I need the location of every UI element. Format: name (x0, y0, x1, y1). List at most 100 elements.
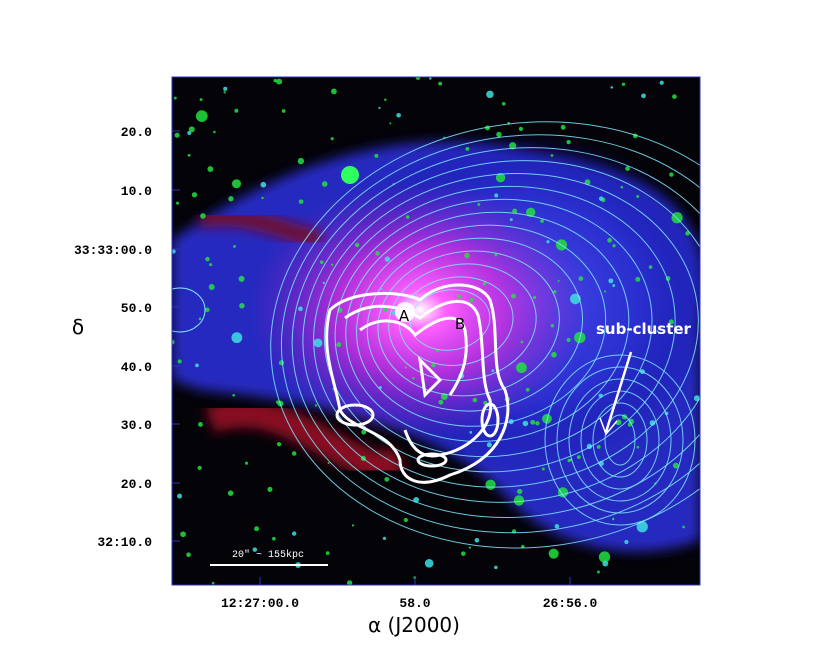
star (298, 199, 304, 204)
star (207, 166, 214, 172)
star (231, 332, 243, 344)
star (276, 442, 282, 447)
star (172, 249, 176, 254)
star (615, 419, 622, 426)
star (682, 525, 685, 529)
star (530, 419, 536, 425)
label-a: A (399, 307, 410, 325)
star (641, 93, 646, 99)
cyan-contour (409, 289, 491, 351)
cyan-contour (313, 173, 699, 488)
star (374, 153, 379, 158)
star (272, 536, 276, 541)
star (546, 240, 550, 244)
star (566, 337, 571, 343)
star (384, 476, 390, 482)
star (396, 112, 401, 118)
star (424, 558, 434, 568)
star (627, 422, 632, 427)
star (188, 126, 195, 133)
x-tick-label: 58.0 (399, 596, 430, 611)
star (602, 560, 609, 567)
star (612, 284, 616, 287)
star (486, 90, 494, 99)
cyan-contour (556, 366, 684, 514)
star (636, 521, 648, 533)
star (209, 263, 213, 267)
star (197, 465, 202, 470)
star (535, 421, 540, 426)
star (281, 109, 286, 113)
star (517, 488, 523, 495)
star (336, 342, 342, 348)
y-tick-label: 40.0 (121, 360, 152, 375)
star (208, 284, 215, 291)
star (610, 86, 613, 89)
star (319, 260, 324, 264)
star (298, 306, 303, 312)
star (261, 196, 264, 200)
star (297, 157, 305, 165)
star (213, 130, 216, 134)
star (596, 570, 600, 574)
star (200, 213, 206, 219)
cyan-contour (398, 276, 514, 366)
star (429, 77, 432, 80)
star (496, 131, 502, 138)
star (566, 139, 571, 145)
star (625, 166, 630, 171)
star (331, 88, 337, 95)
star (472, 397, 478, 403)
star (273, 78, 278, 83)
star (671, 212, 683, 224)
star (509, 218, 513, 222)
star (621, 82, 626, 86)
star (474, 538, 480, 543)
star (199, 98, 203, 102)
star (550, 154, 554, 157)
star (205, 256, 210, 262)
star (612, 518, 615, 521)
star (461, 551, 466, 556)
star (553, 290, 557, 294)
star (672, 462, 679, 469)
star (612, 244, 616, 248)
star (322, 281, 325, 285)
star (554, 524, 560, 529)
star (522, 420, 529, 427)
star (656, 330, 659, 333)
cyan-contour (388, 263, 537, 382)
star (541, 467, 545, 471)
star (233, 244, 236, 248)
star (173, 96, 177, 100)
star (520, 340, 524, 344)
star (596, 444, 601, 449)
star (516, 362, 527, 374)
y-axis-label: δ (72, 315, 84, 339)
star (620, 185, 624, 189)
cyan-contour (302, 160, 700, 503)
star (175, 201, 180, 205)
star (513, 495, 525, 506)
star (354, 242, 360, 248)
cyan-contour (334, 198, 653, 458)
cyan-contour (270, 121, 700, 549)
star (469, 297, 474, 303)
star (482, 281, 487, 286)
star (405, 215, 410, 219)
arrow-head (599, 417, 618, 436)
star (174, 132, 180, 138)
star (494, 565, 498, 570)
star (491, 369, 495, 373)
star (378, 106, 381, 109)
star (389, 122, 392, 125)
bright-star (341, 166, 359, 184)
star (635, 276, 641, 282)
star (636, 194, 640, 198)
star (570, 293, 581, 305)
star (231, 179, 242, 189)
star (669, 172, 674, 177)
star (375, 251, 380, 256)
star (177, 493, 183, 499)
